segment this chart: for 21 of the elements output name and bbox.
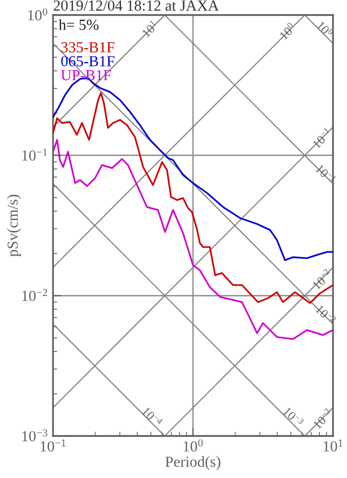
text: UP-B1F: [60, 70, 112, 80]
annotation: 10$^{1}$: [140, 20, 158, 38]
series-label: 065-B1F: [61, 56, 114, 66]
y-axis-title: pSv(cm/s): [7, 194, 21, 257]
annotation: 10$^{−3}$: [312, 408, 334, 430]
y-tick-label: 10$^{−3}$: [22, 429, 48, 442]
annotation: 10$^{0}$: [278, 22, 296, 40]
y-tick-label: 10$^{0}$: [28, 8, 48, 20]
x-tick-label: 10$^{1}$: [324, 439, 342, 452]
x-tick-label: 10$^{0}$: [184, 439, 203, 452]
y-tick-label: 10$^{−1}$: [22, 148, 48, 161]
chart-title: 2019/12/04 18:12 at JAXA: [54, 0, 219, 11]
annotation: 10$^{−3}$: [282, 406, 304, 428]
annotation: h= 5%: [58, 19, 99, 30]
text: 335-B1F: [61, 42, 114, 52]
annotation: 10$^{−4}$: [142, 406, 164, 428]
annotation: 10$^{−2}$: [311, 268, 333, 290]
x-tick-label: 10$^{−1}$: [40, 439, 66, 452]
annotation: 10$^{−1}$: [311, 127, 333, 149]
y-tick-label: 10$^{−2}$: [22, 288, 48, 302]
x-axis-title: Period(s): [165, 456, 220, 470]
